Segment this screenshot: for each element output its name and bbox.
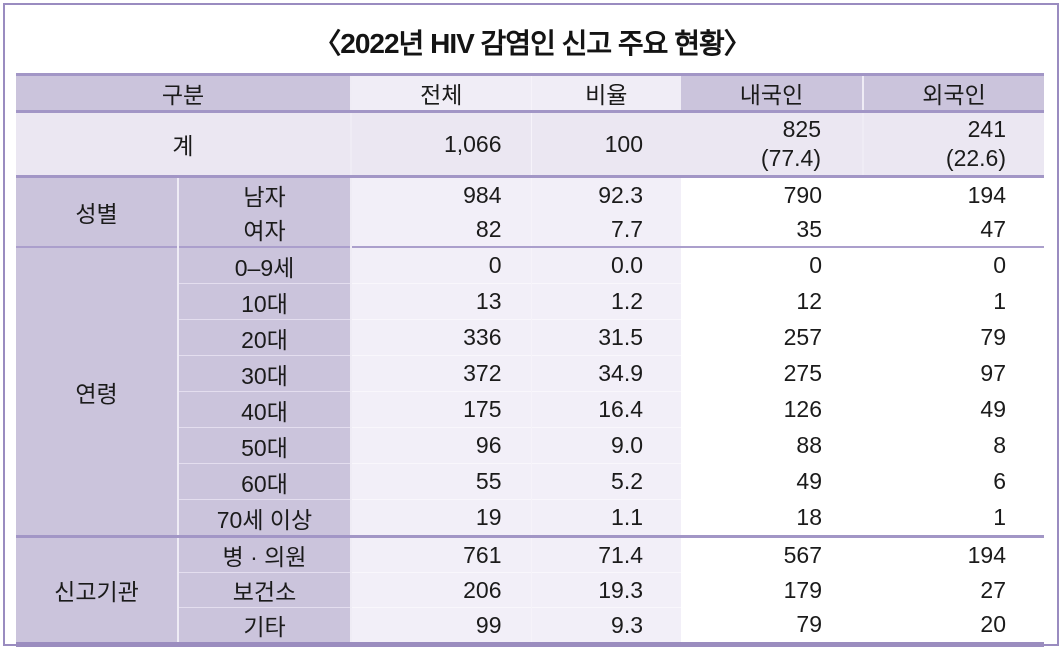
- cell-total: 13: [350, 283, 532, 320]
- cell-domestic: 35: [681, 212, 864, 247]
- cell-ratio: 9.3: [530, 607, 682, 645]
- cell-domestic: 0: [681, 246, 864, 284]
- summary-domestic: 825 (77.4): [681, 111, 864, 178]
- cell-total: 984: [350, 176, 532, 212]
- table-title: 〈2022년 HIV 감염인 신고 주요 현황〉: [313, 28, 751, 59]
- row-label: 병 · 의원: [176, 535, 352, 573]
- row-label: 50대: [176, 427, 352, 464]
- row-label: 여자: [176, 212, 352, 247]
- cell-foreign: 27: [863, 572, 1045, 608]
- hiv-report-table: 구분 전체 비율 내국인 외국인 계 1,066 100 825 (77.4) …: [16, 73, 1045, 647]
- summary-ratio: 100: [530, 111, 682, 178]
- cell-foreign: 97: [863, 355, 1045, 392]
- table-row-age-0-9: 연령 0–9세 0 0.0 0 0: [16, 246, 1045, 537]
- summary-foreign: 241 (22.6): [862, 111, 1045, 178]
- cell-ratio: 34.9: [530, 355, 682, 392]
- cell-ratio: 1.2: [530, 283, 682, 320]
- cell-ratio: 5.2: [530, 463, 682, 500]
- cell-foreign: 49: [863, 391, 1045, 428]
- cell-domestic: 790: [681, 176, 864, 212]
- cell-foreign: 47: [863, 212, 1045, 247]
- section-label-reporting-org: 신고기관: [16, 535, 178, 645]
- table-row-age-10s: 10대 13 1.2 12 1: [16, 283, 1045, 320]
- row-label: 기타: [176, 607, 352, 645]
- row-label: 40대: [176, 391, 352, 428]
- cell-total: 82: [350, 212, 532, 247]
- cell-domestic: 79: [681, 607, 864, 645]
- cell-total: 372: [350, 355, 532, 392]
- cell-ratio: 0.0: [530, 246, 682, 284]
- summary-row: 계 1,066 100 825 (77.4) 241 (22.6): [16, 111, 1045, 178]
- row-label: 30대: [176, 355, 352, 392]
- table-row-age-30s: 30대 372 34.9 275 97: [16, 355, 1045, 392]
- cell-foreign: 79: [863, 319, 1045, 356]
- cell-domestic: 49: [681, 463, 864, 500]
- table-row-age-40s: 40대 175 16.4 126 49: [16, 391, 1045, 428]
- cell-domestic: 18: [681, 499, 864, 537]
- cell-domestic: 126: [681, 391, 864, 428]
- header-row: 구분 전체 비율 내국인 외국인: [16, 74, 1045, 113]
- cell-ratio: 9.0: [530, 427, 682, 464]
- row-label: 남자: [176, 176, 352, 212]
- summary-foreign-pct: (22.6): [945, 145, 1007, 171]
- cell-foreign: 6: [863, 463, 1045, 500]
- cell-foreign: 0: [863, 246, 1045, 284]
- summary-domestic-pct: (77.4): [760, 145, 822, 171]
- cell-foreign: 8: [863, 427, 1045, 464]
- cell-domestic: 12: [681, 283, 864, 320]
- cell-foreign: 194: [863, 176, 1045, 212]
- table-row-org-hospital: 신고기관 병 · 의원 761 71.4 567 194: [16, 535, 1045, 645]
- cell-foreign: 1: [863, 499, 1045, 537]
- table-row-age-70plus: 70세 이상 19 1.1 18 1: [16, 499, 1045, 537]
- summary-foreign-count: 241: [967, 116, 1007, 142]
- cell-foreign: 194: [863, 535, 1045, 573]
- cell-domestic: 179: [681, 572, 864, 608]
- cell-ratio: 31.5: [530, 319, 682, 356]
- cell-total: 175: [350, 391, 532, 428]
- row-label: 60대: [176, 463, 352, 500]
- cell-total: 761: [350, 535, 532, 573]
- cell-ratio: 19.3: [530, 572, 682, 608]
- table-row-male: 성별 남자 984 92.3 790 194: [16, 176, 1045, 247]
- cell-total: 96: [350, 427, 532, 464]
- cell-total: 99: [350, 607, 532, 645]
- header-cell-total: 전체: [350, 74, 532, 113]
- cell-ratio: 92.3: [530, 176, 682, 212]
- row-label: 보건소: [176, 572, 352, 608]
- row-label: 20대: [176, 319, 352, 356]
- cell-ratio: 7.7: [530, 212, 682, 247]
- cell-domestic: 275: [681, 355, 864, 392]
- cell-total: 0: [350, 246, 532, 284]
- row-label: 70세 이상: [176, 499, 352, 537]
- cell-foreign: 1: [863, 283, 1045, 320]
- section-label-age: 연령: [16, 246, 178, 537]
- table-row-age-20s: 20대 336 31.5 257 79: [16, 319, 1045, 356]
- cell-domestic: 567: [681, 535, 864, 573]
- cell-total: 336: [350, 319, 532, 356]
- cell-foreign: 20: [863, 607, 1045, 645]
- summary-label: 계: [16, 111, 352, 178]
- header-cell-ratio: 비율: [530, 74, 682, 113]
- cell-ratio: 71.4: [530, 535, 682, 573]
- cell-domestic: 257: [681, 319, 864, 356]
- table-row-age-50s: 50대 96 9.0 88 8: [16, 427, 1045, 464]
- section-label-gender: 성별: [16, 176, 178, 247]
- summary-domestic-count: 825: [782, 116, 822, 142]
- header-cell-domestic: 내국인: [681, 74, 864, 113]
- cell-total: 19: [350, 499, 532, 537]
- row-label: 0–9세: [176, 246, 352, 284]
- cell-total: 55: [350, 463, 532, 500]
- table-row-female: 여자 82 7.7 35 47: [16, 212, 1045, 247]
- summary-total: 1,066: [350, 111, 532, 178]
- header-cell-foreign: 외국인: [862, 74, 1045, 113]
- cell-domestic: 88: [681, 427, 864, 464]
- row-label: 10대: [176, 283, 352, 320]
- table-row-org-other: 기타 99 9.3 79 20: [16, 607, 1045, 645]
- cell-ratio: 1.1: [530, 499, 682, 537]
- cell-total: 206: [350, 572, 532, 608]
- header-cell-gubun: 구분: [16, 74, 352, 113]
- table-row-org-health-center: 보건소 206 19.3 179 27: [16, 572, 1045, 608]
- cell-ratio: 16.4: [530, 391, 682, 428]
- table-row-age-60s: 60대 55 5.2 49 6: [16, 463, 1045, 500]
